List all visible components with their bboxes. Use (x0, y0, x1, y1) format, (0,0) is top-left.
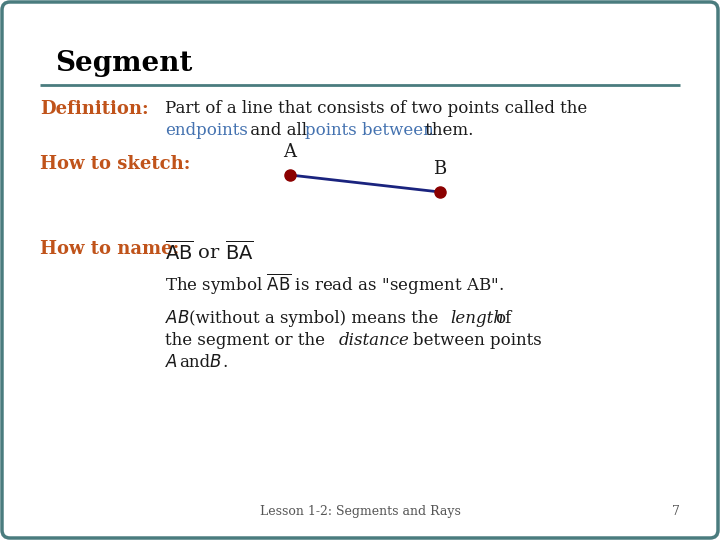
Text: the segment or the: the segment or the (165, 332, 325, 349)
Text: .: . (222, 354, 228, 371)
Text: and: and (179, 354, 210, 371)
Text: (without a symbol) means the: (without a symbol) means the (189, 310, 438, 327)
Text: A: A (284, 143, 297, 161)
Text: B: B (433, 160, 446, 178)
Text: 7: 7 (672, 505, 680, 518)
Text: of: of (495, 310, 511, 327)
Text: length: length (450, 310, 504, 327)
Text: How to sketch:: How to sketch: (40, 155, 190, 173)
Text: between points: between points (413, 332, 541, 349)
Text: Part of a line that consists of two points called the: Part of a line that consists of two poin… (165, 100, 588, 117)
Text: $\mathit{A}$: $\mathit{A}$ (165, 354, 178, 371)
Text: and all: and all (245, 122, 312, 139)
Text: Definition:: Definition: (40, 100, 148, 118)
Text: The symbol $\overline{\mathrm{AB}}$ is read as "segment AB".: The symbol $\overline{\mathrm{AB}}$ is r… (165, 272, 504, 297)
Text: points between: points between (305, 122, 433, 139)
Text: Lesson 1-2: Segments and Rays: Lesson 1-2: Segments and Rays (260, 505, 460, 518)
Text: $\mathit{AB}$: $\mathit{AB}$ (165, 310, 189, 327)
Text: How to name:: How to name: (40, 240, 179, 258)
Text: $\overline{\mathrm{AB}}$ or $\overline{\mathrm{BA}}$: $\overline{\mathrm{AB}}$ or $\overline{\… (165, 240, 254, 264)
Text: them.: them. (420, 122, 473, 139)
Text: Segment: Segment (55, 50, 192, 77)
Text: distance: distance (339, 332, 410, 349)
Text: endpoints: endpoints (165, 122, 248, 139)
Text: $\mathit{B}$: $\mathit{B}$ (209, 354, 221, 371)
